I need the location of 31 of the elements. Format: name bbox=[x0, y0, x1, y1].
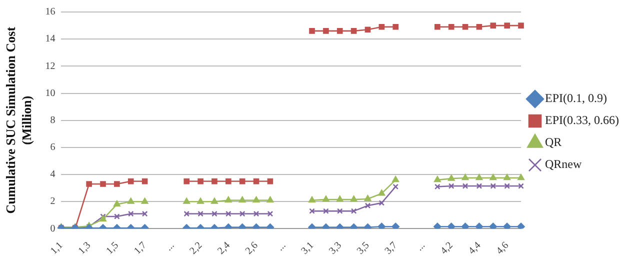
x-tick-label: 3,3 bbox=[327, 240, 344, 257]
x-tick-label: 4,4 bbox=[466, 240, 484, 257]
x-tick-label: 3,1 bbox=[299, 240, 316, 257]
y-tick-label: 16 bbox=[45, 6, 56, 18]
y-axis-title: Cumulative SUC Simulation Cost (Million) bbox=[3, 26, 34, 214]
y-tick-label: 14 bbox=[45, 34, 56, 45]
y-tick-label: 8 bbox=[50, 114, 56, 126]
x-tick-label: ... bbox=[414, 240, 428, 254]
x-tick-label: 2,6 bbox=[244, 240, 260, 257]
x-tick-label: 2,2 bbox=[188, 240, 205, 257]
y-tick-label: 12 bbox=[45, 60, 56, 72]
y-tick-label: 4 bbox=[50, 169, 56, 180]
x-tick-label: ... bbox=[275, 240, 288, 254]
x-tick-label: ... bbox=[164, 240, 177, 254]
x-tick-label: 4,2 bbox=[438, 240, 456, 257]
legend-label: EPI(0.1, 0.9) bbox=[545, 91, 608, 106]
x-tick-label: 3,7 bbox=[382, 240, 400, 257]
x-tick-label: 4,6 bbox=[494, 240, 512, 257]
x-tick-label: 1,5 bbox=[104, 240, 121, 257]
x-tick-label: 1,3 bbox=[76, 240, 94, 257]
x-tick-label: 1,1 bbox=[48, 240, 66, 257]
x-tick-label: 3,5 bbox=[355, 240, 372, 257]
y-tick-label: 2 bbox=[50, 196, 56, 208]
legend-label: EPI(0.33, 0.66) bbox=[545, 113, 620, 128]
legend-label: QR bbox=[545, 135, 562, 150]
y-tick-label: 6 bbox=[50, 142, 56, 154]
y-tick-label: 10 bbox=[45, 88, 56, 99]
legend-label: QRnew bbox=[545, 157, 582, 172]
x-tick-label: 1,7 bbox=[132, 240, 149, 257]
y-tick-label: 0 bbox=[50, 223, 56, 234]
x-tick-label: 2,4 bbox=[216, 240, 232, 257]
